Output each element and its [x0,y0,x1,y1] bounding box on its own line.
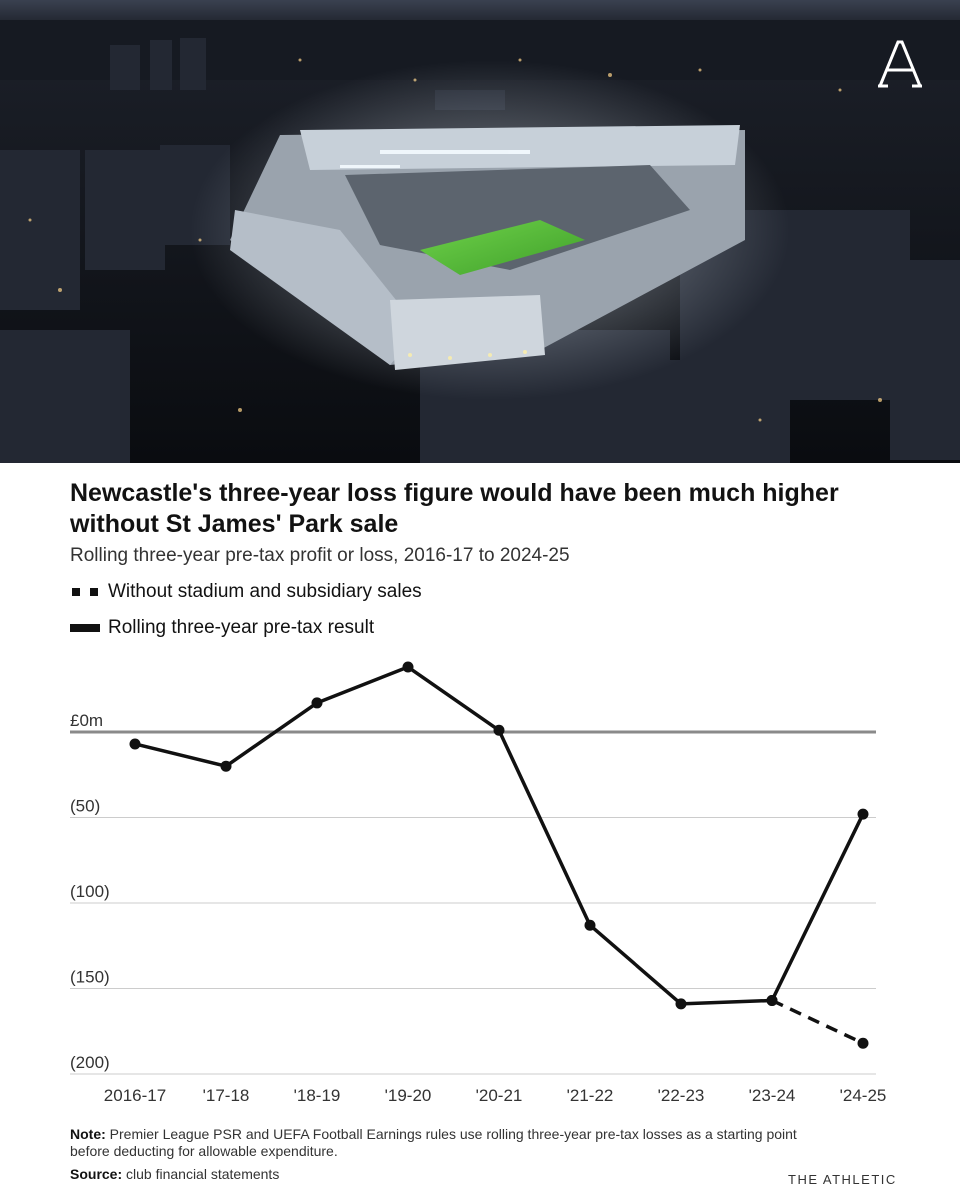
y-tick-label: (50) [70,797,100,816]
legend-label-dashed: Without stadium and subsidiary sales [108,581,422,602]
athletic-a-logo-icon [878,40,922,88]
gridlines [70,730,876,1075]
chart-subtitle: Rolling three-year pre-tax profit or los… [70,545,570,566]
x-tick-label: 2016-17 [104,1086,166,1105]
footnote: Note: Premier League PSR and UEFA Footba… [70,1126,810,1160]
data-point-dashed [766,994,778,1006]
x-tick-label: '19-20 [385,1086,432,1105]
data-point-solid [857,808,869,820]
x-axis-labels: 2016-17 '17-18 '18-19 '19-20 '20-21 '21-22 '22… [104,1086,887,1105]
solid-line-swatch-icon [70,624,100,632]
y-tick-label: (100) [70,882,110,901]
note-label: Note: [70,1126,106,1142]
stadium-aerial-photo-icon [0,0,960,463]
data-point-dashed [857,1037,869,1049]
y-axis-labels: £0m (50) (100) (150) (200) [70,711,110,1072]
source-text: club financial statements [126,1166,280,1182]
legend-label-solid: Rolling three-year pre-tax result [108,617,375,638]
series-line-dashed [771,998,864,1045]
hero-photo [0,0,960,463]
series-lines [134,665,865,1045]
y-tick-label: £0m [70,711,103,730]
dashed-line-swatch-icon [72,588,98,596]
legend-item-dashed: Without stadium and subsidiary sales [70,580,422,604]
data-point-solid [675,998,687,1010]
note-text: Premier League PSR and UEFA Football Ear… [70,1126,797,1159]
data-point-solid [493,724,505,736]
chart-title: Newcastle's three-year loss figure would… [70,479,839,538]
legend-item-solid: Rolling three-year pre-tax result [70,616,374,640]
data-point-solid [129,738,141,750]
data-point-solid [584,919,596,931]
x-tick-label: '21-22 [567,1086,614,1105]
series-line-solid [134,665,865,1006]
data-point-solid [402,661,414,673]
x-tick-label: '22-23 [658,1086,705,1105]
line-chart: £0m (50) (100) (150) (200) 2016-17 '17-18 '18-… [70,661,887,1105]
x-tick-label: '17-18 [203,1086,250,1105]
x-tick-label: '18-19 [294,1086,341,1105]
y-tick-label: (150) [70,968,110,987]
x-tick-label: '20-21 [476,1086,523,1105]
data-point-solid [311,697,323,709]
y-tick-label: (200) [70,1053,110,1072]
data-point-solid [220,760,232,772]
x-tick-label: '23-24 [749,1086,796,1105]
source-line: Source: club financial statements [70,1166,279,1182]
series-points [129,661,869,1049]
x-tick-label: '24-25 [840,1086,887,1105]
source-label: Source: [70,1166,123,1182]
brand-wordmark: THE ATHLETIC [788,1172,897,1187]
